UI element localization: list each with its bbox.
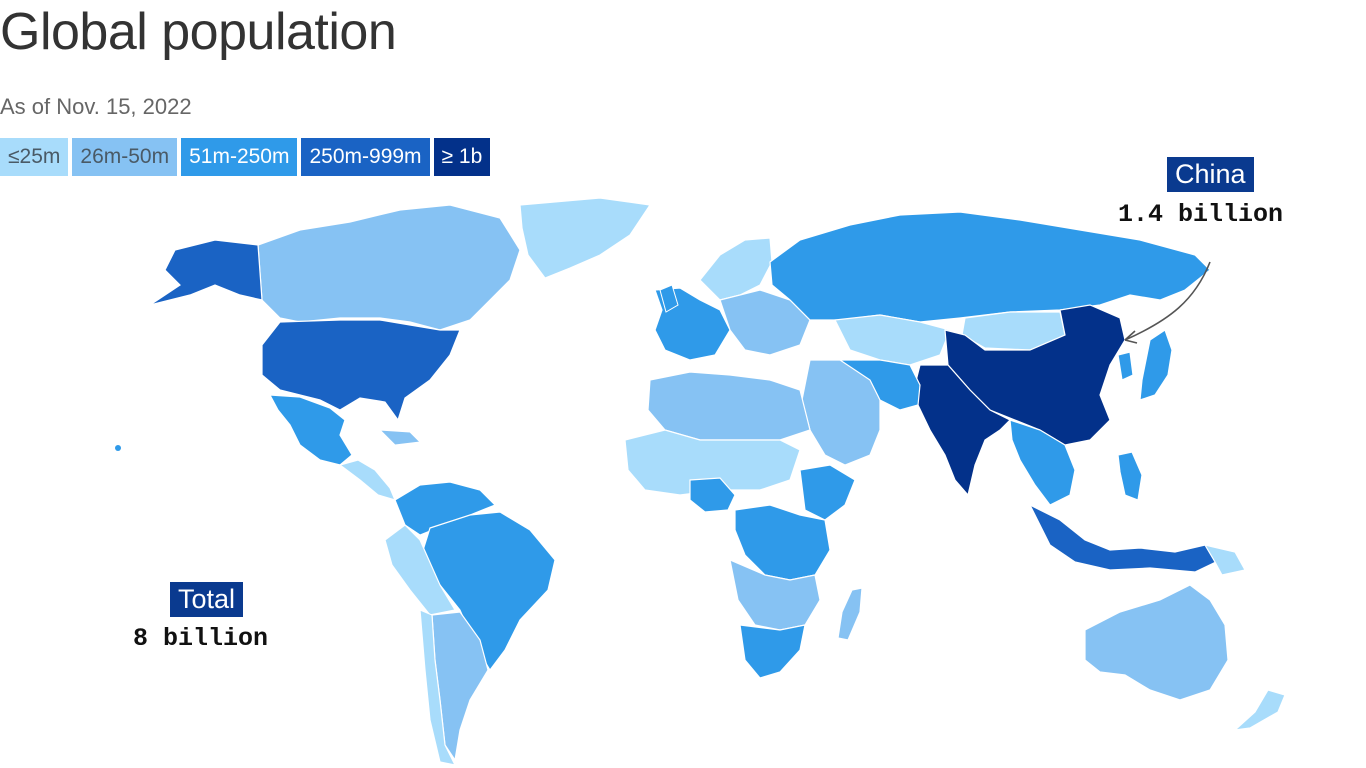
china-callout-arrowhead — [1124, 330, 1138, 344]
region-madagascar[interactable] — [837, 587, 863, 641]
region-sahel[interactable] — [624, 429, 801, 496]
region-uk-ireland[interactable] — [659, 284, 679, 313]
region-papua-new-guinea[interactable] — [1203, 544, 1246, 576]
region-alaska[interactable] — [149, 239, 263, 306]
region-australia[interactable] — [1084, 584, 1229, 701]
region-new-zealand[interactable] — [1233, 689, 1286, 731]
legend-item-51m-250m: 51m-250m — [181, 138, 298, 176]
legend-item-26m-50m: 26m-50m — [72, 138, 178, 176]
legend-item-le25m: ≤25m — [0, 138, 69, 176]
total-callout-label: Total — [170, 582, 244, 617]
china-callout-arrow — [1124, 261, 1211, 341]
legend: ≤25m 26m-50m 51m-250m 250m-999m ≥ 1b — [0, 138, 491, 176]
region-canada[interactable] — [257, 204, 521, 331]
region-greenland[interactable] — [519, 197, 652, 279]
region-peru-bolivia[interactable] — [384, 524, 456, 616]
region-usa[interactable] — [261, 319, 461, 422]
region-hawaii[interactable] — [115, 445, 121, 451]
total-callout-value: 8 billion — [133, 624, 269, 653]
china-callout-value: 1.4 billion — [1118, 200, 1284, 229]
region-philippines[interactable] — [1117, 451, 1143, 501]
region-indonesia[interactable] — [1028, 503, 1222, 573]
region-chile[interactable] — [419, 609, 457, 766]
legend-item-ge1b: ≥ 1b — [433, 138, 491, 176]
region-india[interactable] — [914, 364, 1012, 497]
region-colombia-venezuela[interactable] — [394, 481, 497, 536]
world-map — [115, 197, 1286, 766]
region-north-africa[interactable] — [647, 371, 811, 441]
china-callout-label: China — [1167, 157, 1254, 192]
chart-subtitle: As of Nov. 15, 2022 — [0, 94, 192, 119]
region-southeast-asia[interactable] — [1009, 419, 1076, 506]
region-central-america[interactable] — [338, 459, 397, 501]
region-japan[interactable] — [1139, 329, 1173, 401]
region-west-africa[interactable] — [689, 477, 736, 513]
region-southern-africa[interactable] — [729, 558, 821, 631]
region-south-africa[interactable] — [739, 624, 806, 679]
region-korea[interactable] — [1117, 351, 1134, 381]
chart-title: Global population — [0, 3, 397, 61]
region-eastern-europe[interactable] — [719, 289, 811, 356]
region-mexico[interactable] — [268, 394, 353, 466]
region-east-africa[interactable] — [799, 464, 856, 521]
region-central-asia[interactable] — [834, 314, 951, 366]
region-caribbean[interactable] — [378, 429, 422, 446]
legend-item-250m-999m: 250m-999m — [301, 138, 430, 176]
region-brazil[interactable] — [419, 511, 556, 672]
region-iran-pakistan[interactable] — [838, 359, 921, 411]
